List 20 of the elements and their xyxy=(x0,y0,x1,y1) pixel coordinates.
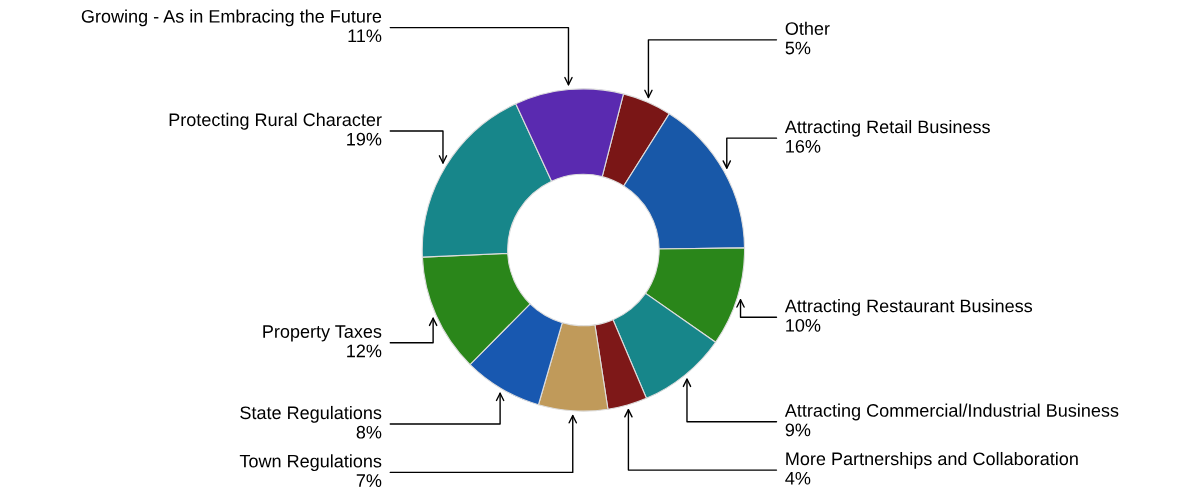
slice-label: Attracting Commercial/Industrial Business xyxy=(784,403,1119,421)
data-label: 10% xyxy=(786,318,821,332)
data-label: 16% xyxy=(786,139,821,153)
slice-label: Town Regulations xyxy=(239,454,382,472)
data-label: 12% xyxy=(347,344,382,358)
slice-label: Attracting Restaurant Business xyxy=(784,299,1033,316)
data-label: 11% xyxy=(348,29,382,43)
slice-label: Other xyxy=(785,21,830,35)
slice-label: Growing - As in Embracing the Future xyxy=(81,9,382,27)
data-label: 7% xyxy=(356,474,382,487)
slice-label: More Partnerships and Collaboration xyxy=(786,451,1078,469)
data-label: 5% xyxy=(785,41,811,55)
slice-label: Attracting Retail Business xyxy=(784,120,990,137)
slice-label: Property Taxes xyxy=(263,325,382,342)
data-label: 9% xyxy=(785,423,811,437)
data-label: 19% xyxy=(347,132,382,146)
slice-label: Protecting Rural Character xyxy=(169,112,382,130)
data-label: 4% xyxy=(785,471,811,485)
slice-label: State Regulations xyxy=(240,405,382,423)
data-label: 8% xyxy=(356,425,382,439)
